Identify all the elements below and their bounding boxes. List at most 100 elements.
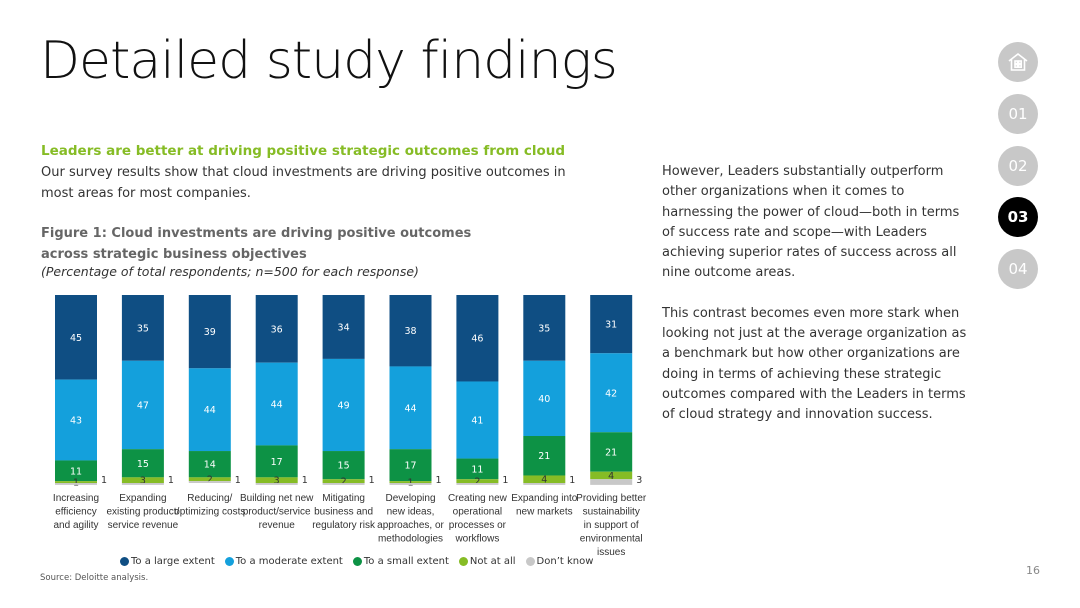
legend-dot-large (120, 557, 129, 566)
right-paragraph-1: However, Leaders substantially outperfor… (662, 164, 960, 281)
value-label-small-5: 15 (338, 461, 350, 472)
bar-large-8 (523, 295, 566, 361)
legend-item-dont-know: Don’t know (525, 556, 594, 567)
figure-title: Figure 1: Cloud investments are driving … (41, 226, 472, 262)
value-label-large-4: 36 (271, 324, 283, 335)
bar-not-at-all-1 (55, 481, 97, 483)
nav-section-02[interactable]: 02 (998, 146, 1038, 186)
value-label-moderate-4: 44 (271, 400, 283, 411)
value-label-small-6: 17 (404, 461, 416, 472)
bar-not-at-all-6 (389, 481, 432, 483)
value-label-moderate-5: 49 (338, 400, 350, 411)
bar-not-at-all-3 (188, 477, 231, 482)
figure-subtitle: (Percentage of total respondents; n=500 … (41, 264, 419, 279)
bar-dont-know-1 (55, 483, 97, 485)
category-label-4: Building net new product/service revenue (240, 493, 314, 531)
category-label-5: Mitigating business and regulatory risk (312, 493, 376, 531)
category-label-1: Increasing efficiency and agility (53, 493, 99, 531)
value-label-large-7: 46 (471, 334, 483, 345)
bar-large-1 (55, 295, 97, 380)
bar-small-4 (255, 445, 298, 478)
value-label-small-8: 21 (538, 451, 550, 462)
home-icon (1008, 52, 1028, 71)
value-label-dont-know-1: 1 (101, 475, 107, 486)
value-label-dont-know-9: 3 (636, 475, 642, 486)
bar-small-6 (389, 449, 432, 482)
category-label-6: Developing new ideas, approaches, or method… (377, 493, 444, 545)
category-label-3: Reducing/optimizing costs (174, 493, 245, 518)
bar-small-5 (322, 451, 365, 480)
value-label-moderate-1: 43 (70, 416, 82, 427)
value-label-moderate-7: 41 (471, 416, 483, 427)
bar-dont-know-9 (590, 479, 633, 485)
value-label-small-7: 11 (471, 464, 483, 475)
value-label-dont-know-2: 1 (168, 475, 174, 486)
legend-item-moderate: To a moderate extent (224, 556, 343, 567)
legend-item-large: To a large extent (120, 556, 215, 567)
legend-dot-dont-know (525, 557, 535, 566)
value-label-large-8: 35 (538, 323, 550, 334)
value-label-large-3: 39 (204, 327, 216, 338)
bar-moderate-8 (523, 360, 566, 436)
legend-label-moderate: To a moderate extent (235, 556, 343, 567)
bar-not-at-all-8 (523, 475, 566, 483)
bar-not-at-all-9 (590, 471, 633, 480)
value-label-dont-know-3: 1 (235, 475, 241, 486)
value-label-not-at-all-5: 2 (341, 477, 347, 488)
legend-dot-small (352, 557, 362, 566)
bar-large-5 (322, 295, 365, 359)
value-label-dont-know-4: 1 (302, 475, 308, 486)
nav-section-01[interactable]: 01 (998, 94, 1038, 134)
bar-not-at-all-7 (456, 479, 499, 483)
legend-label-dont-know: Don’t know (536, 556, 594, 567)
bar-small-8 (523, 436, 566, 476)
legend-label-small: To a small extent (363, 556, 449, 567)
nav-section-03[interactable]: 03 (998, 197, 1038, 237)
value-label-small-2: 15 (137, 459, 149, 470)
category-label-2: Expanding existing product/service revenu… (106, 493, 179, 531)
legend-label-large: To a large extent (131, 556, 215, 567)
value-label-large-6: 38 (404, 326, 416, 337)
nav-section-04[interactable]: 04 (998, 249, 1038, 289)
source-note: Source: Deloitte analysis. (40, 573, 149, 583)
bar-large-9 (590, 295, 633, 354)
bar-small-1 (55, 460, 97, 482)
category-label-9: Providing better sustainability in support… (576, 493, 647, 558)
value-label-not-at-all-8: 4 (541, 475, 547, 486)
bar-moderate-3 (188, 368, 231, 452)
right-column: However, Leaders substantially outperfor… (662, 162, 967, 426)
bar-moderate-6 (389, 366, 432, 450)
bar-small-7 (456, 458, 499, 480)
bar-moderate-9 (590, 353, 633, 433)
value-label-large-1: 45 (70, 333, 82, 344)
legend-item-not-at-all: Not at all (458, 556, 516, 567)
value-label-moderate-3: 44 (204, 405, 216, 416)
legend-dot-moderate (224, 557, 234, 566)
bar-dont-know-7 (456, 483, 499, 485)
category-label-7: Creating new operational processes or workf… (448, 493, 508, 545)
category-label-8: Expanding into new markets (511, 493, 578, 518)
bar-moderate-1 (55, 379, 97, 461)
bar-not-at-all-5 (322, 479, 365, 483)
bar-dont-know-2 (121, 483, 164, 485)
bar-moderate-5 (322, 358, 365, 452)
bar-dont-know-8 (523, 483, 566, 485)
nav-home-button[interactable] (998, 42, 1038, 82)
legend-label-not-at-all: Not at all (469, 556, 516, 567)
bar-moderate-4 (255, 362, 298, 446)
value-label-dont-know-6: 1 (436, 475, 442, 486)
value-label-small-3: 14 (204, 460, 216, 471)
right-paragraph-2: This contrast becomes even more stark wh… (662, 305, 967, 423)
value-label-not-at-all-9: 4 (608, 471, 614, 482)
legend-item-small: To a small extent (352, 556, 449, 567)
bar-large-3 (188, 295, 231, 369)
bar-not-at-all-4 (255, 477, 298, 483)
bar-large-4 (255, 295, 298, 363)
bar-not-at-all-2 (121, 477, 164, 483)
bar-large-6 (389, 295, 432, 367)
value-label-large-2: 35 (137, 323, 149, 334)
value-label-not-at-all-2: 3 (140, 476, 146, 487)
section-heading: Leaders are better at driving positive s… (41, 143, 566, 159)
value-label-moderate-8: 40 (538, 394, 550, 405)
